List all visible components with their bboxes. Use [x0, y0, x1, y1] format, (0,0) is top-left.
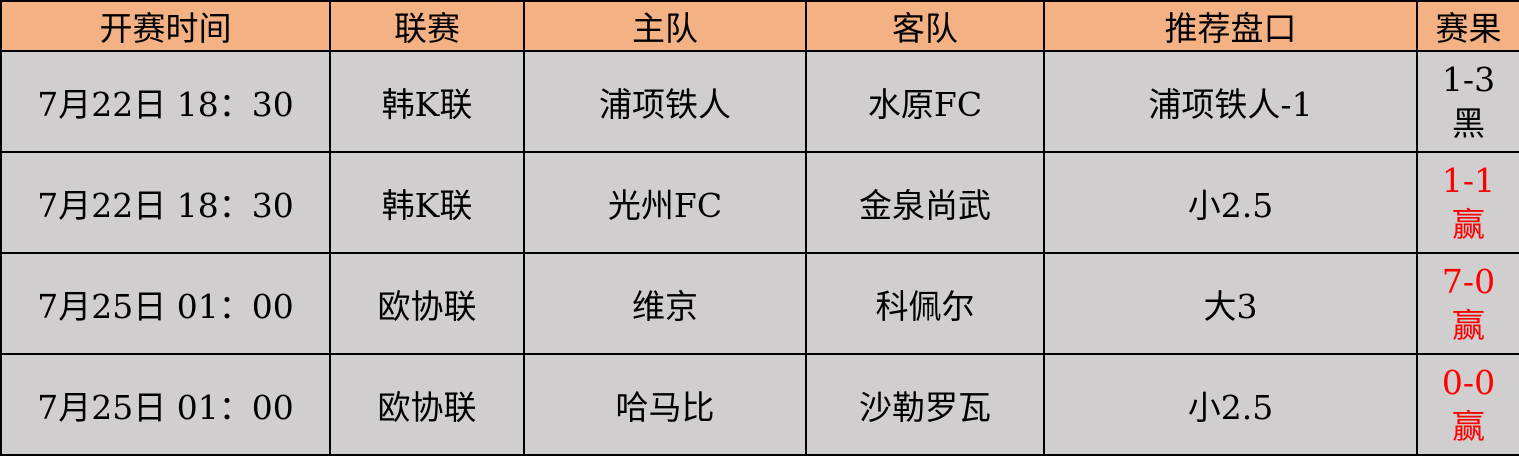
time-cell: 7月22日 18：30 [0, 151, 331, 254]
pick-cell: 大3 [1043, 252, 1418, 355]
league-cell: 欧协联 [329, 353, 525, 456]
header-result: 赛果 [1416, 0, 1519, 52]
table-row: 7月25日 01：00 欧协联 维京 科佩尔 大3 7-0 赢 [0, 252, 1519, 355]
pick-cell: 浦项铁人-1 [1043, 50, 1418, 153]
result-label: 赢 [1452, 305, 1485, 345]
table-row: 7月22日 18：30 韩K联 光州FC 金泉尚武 小2.5 1-1 赢 [0, 151, 1519, 254]
home-team-cell: 哈马比 [523, 353, 807, 456]
score: 1-1 [1441, 160, 1496, 200]
score: 1-3 [1441, 59, 1496, 99]
table-row: 7月25日 01：00 欧协联 哈马比 沙勒罗瓦 小2.5 0-0 赢 [0, 353, 1519, 456]
result-cell: 0-0 赢 [1416, 353, 1519, 456]
time-cell: 7月25日 01：00 [0, 353, 331, 456]
result-label: 赢 [1452, 406, 1485, 446]
header-time: 开赛时间 [0, 0, 331, 52]
time-cell: 7月25日 01：00 [0, 252, 331, 355]
result-cell: 1-3 黑 [1416, 50, 1519, 153]
away-team-cell: 金泉尚武 [805, 151, 1045, 254]
result-label: 赢 [1452, 204, 1485, 244]
home-team-cell: 维京 [523, 252, 807, 355]
away-team-cell: 水原FC [805, 50, 1045, 153]
result-cell: 7-0 赢 [1416, 252, 1519, 355]
table-row: 7月22日 18：30 韩K联 浦项铁人 水原FC 浦项铁人-1 1-3 黑 [0, 50, 1519, 153]
header-row: 开赛时间 联赛 主队 客队 推荐盘口 赛果 [0, 0, 1519, 52]
header-league: 联赛 [329, 0, 525, 52]
score: 7-0 [1441, 261, 1496, 301]
header-home: 主队 [523, 0, 807, 52]
pick-cell: 小2.5 [1043, 353, 1418, 456]
result-cell: 1-1 赢 [1416, 151, 1519, 254]
header-pick: 推荐盘口 [1043, 0, 1418, 52]
league-cell: 韩K联 [329, 151, 525, 254]
league-cell: 韩K联 [329, 50, 525, 153]
result-label: 黑 [1452, 103, 1485, 143]
time-cell: 7月22日 18：30 [0, 50, 331, 153]
header-away: 客队 [805, 0, 1045, 52]
score: 0-0 [1441, 362, 1496, 402]
home-team-cell: 光州FC [523, 151, 807, 254]
away-team-cell: 科佩尔 [805, 252, 1045, 355]
pick-cell: 小2.5 [1043, 151, 1418, 254]
away-team-cell: 沙勒罗瓦 [805, 353, 1045, 456]
league-cell: 欧协联 [329, 252, 525, 355]
home-team-cell: 浦项铁人 [523, 50, 807, 153]
